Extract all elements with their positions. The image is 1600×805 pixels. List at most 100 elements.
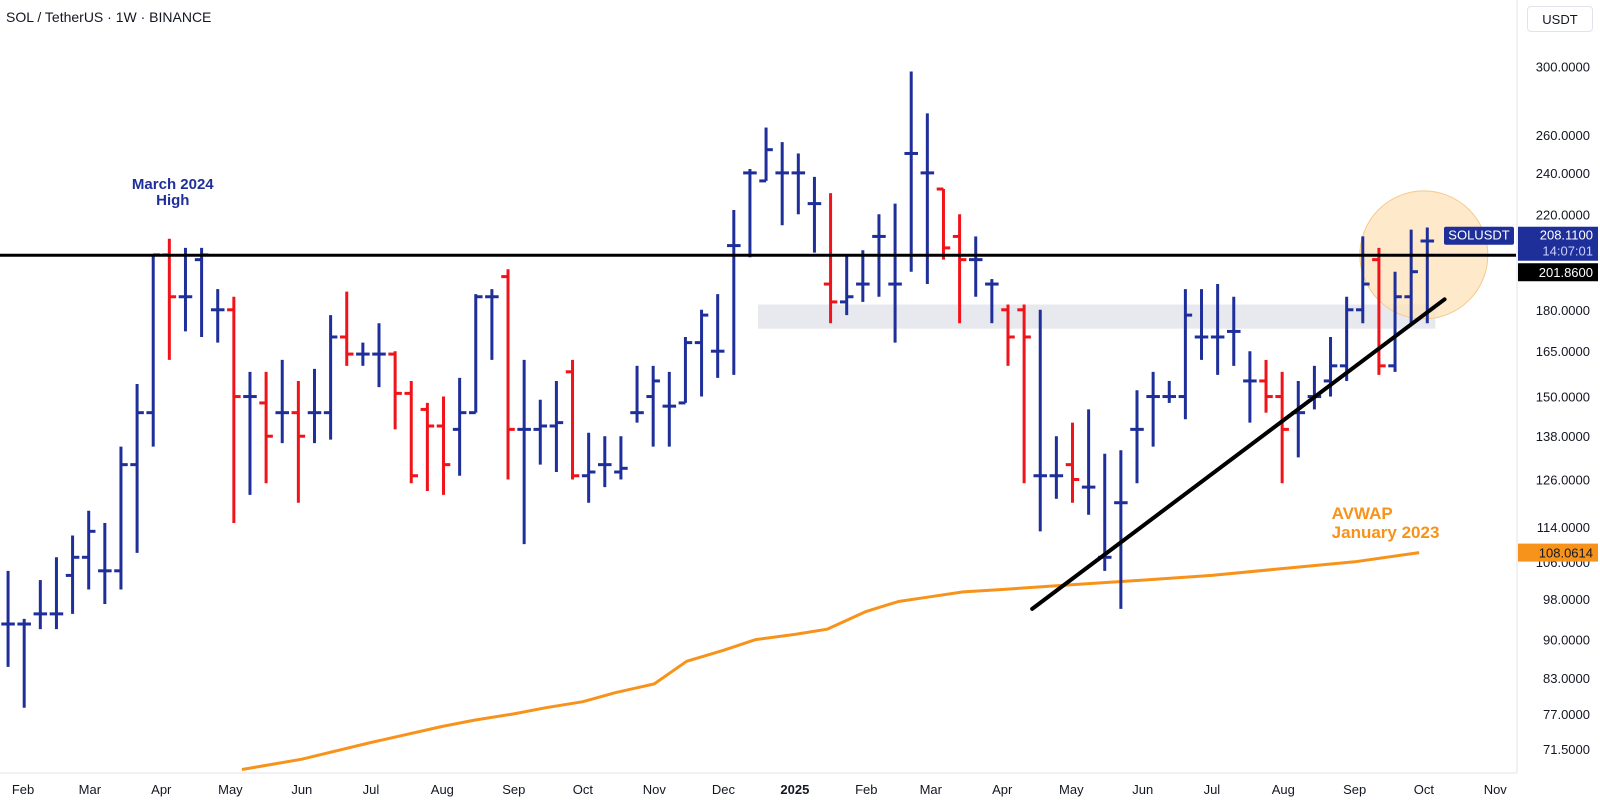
x-tick-label: Jul [1204,782,1221,797]
ohlc-bar [162,238,177,360]
ohlc-bar [743,168,757,258]
ohlc-bar [1001,304,1015,366]
x-tick-label: Mar [920,782,943,797]
ohlc-bar [662,371,677,447]
y-tick-label: 150.0000 [1536,390,1590,405]
ohlc-bar [307,368,322,444]
ohlc-bar [420,402,435,491]
y-tick-label: 180.0000 [1536,303,1590,318]
avwap-price: 108.0614 [1539,546,1593,561]
ohlc-bar [1210,284,1225,375]
ohlc-bar [775,142,789,226]
currency-unit-button[interactable]: USDT [1527,6,1593,32]
current-price: 208.1100 [1540,228,1593,243]
ohlc-bar [1049,436,1064,499]
ohlc-bar [581,432,596,503]
y-tick-label: 240.0000 [1536,166,1590,181]
ohlc-bar [1372,247,1386,375]
ohlc-bar [710,294,725,378]
y-tick-label: 165.0000 [1536,344,1590,359]
ohlc-bar [1162,380,1177,403]
ohlc-bar [259,371,273,484]
ohlc-bar [630,365,644,423]
ohlc-bar [759,127,773,183]
ohlc-bar [323,315,338,440]
ohlc-bar [114,446,128,590]
y-tick-label: 138.0000 [1536,429,1590,444]
x-tick-label: Sep [502,782,525,797]
x-tick-label: 2025 [780,782,809,797]
ohlc-bar [1194,289,1209,360]
ohlc-bar [646,365,660,447]
ohlc-bar [1291,380,1306,458]
ohlc-bar [227,296,241,523]
y-tick-label: 98.0000 [1543,592,1590,607]
ohlc-bar [356,342,370,366]
ohlc-bar [920,113,935,285]
y-tick-label: 83.0000 [1543,671,1590,686]
ohlc-bar [404,380,419,484]
ohlc-bar [485,289,499,360]
ohlc-bar [146,253,160,447]
ohlc-bar [1146,371,1160,447]
ohlc-bar [1,570,15,667]
ohlc-bar [549,380,564,473]
ohlc-bar [1226,296,1241,366]
x-tick-label: Dec [712,782,736,797]
ohlc-bar [452,377,467,476]
ohlc-bar [904,71,918,272]
ohlc-bar [65,535,80,614]
y-tick-label: 77.0000 [1543,707,1590,722]
ohlc-bar [1388,271,1402,372]
ohlc-bar [98,522,112,604]
ohlc-bar [291,380,306,503]
ohlc-bar [517,359,531,545]
ohlc-bar [952,214,967,324]
x-tick-label: Aug [431,782,454,797]
ohlc-bar [936,187,951,260]
ohlc-bar [33,580,48,630]
ohlc-bar [1081,409,1096,515]
ohlc-bar [678,336,693,405]
x-tick-label: Apr [992,782,1013,797]
ohlc-bar [823,193,838,324]
ohlc-bar [388,351,402,430]
x-tick-label: May [218,782,243,797]
y-tick-label: 300.0000 [1536,60,1590,75]
annotation-text: March 2024 [132,176,214,193]
x-tick-label: Sep [1343,782,1366,797]
bar-countdown: 14:07:01 [1542,244,1593,259]
chart-title: SOL / TetherUS · 1W · BINANCE [6,9,212,25]
avwap-line [241,551,1420,771]
x-tick-label: Feb [12,782,34,797]
ohlc-bar [468,294,483,415]
x-tick-label: Feb [855,782,877,797]
ohlc-bar [501,269,515,480]
ohlc-bar [727,209,741,375]
ohlc-bar [968,236,983,297]
x-tick-label: Jun [1132,782,1153,797]
y-tick-label: 114.0000 [1537,520,1590,535]
ohlc-bar [1114,450,1128,609]
ohlc-bar [1033,309,1048,532]
ohlc-bar [1420,227,1435,324]
symbol-tag: SOLUSDT [1448,228,1509,243]
ohlc-bar [81,510,96,590]
y-tick-label: 71.5000 [1543,742,1590,757]
ohlc-bar [1243,351,1257,423]
y-tick-label: 90.0000 [1543,633,1590,648]
ohlc-bar [1065,422,1080,503]
ohlc-bar [275,359,290,444]
ohlc-bar [436,396,451,495]
x-tick-label: Aug [1272,782,1295,797]
ohlc-bar [372,323,386,388]
ohlc-bar [243,371,257,495]
x-tick-label: Jul [363,782,380,797]
ohlc-bar [888,203,902,343]
y-tick-label: 260.0000 [1536,128,1590,143]
ohlc-bar [565,359,580,480]
annotation-text: High [156,192,189,209]
ohlc-bar [598,436,612,488]
ohlc-bar [1178,289,1193,420]
ohlc-bar [1017,304,1031,484]
